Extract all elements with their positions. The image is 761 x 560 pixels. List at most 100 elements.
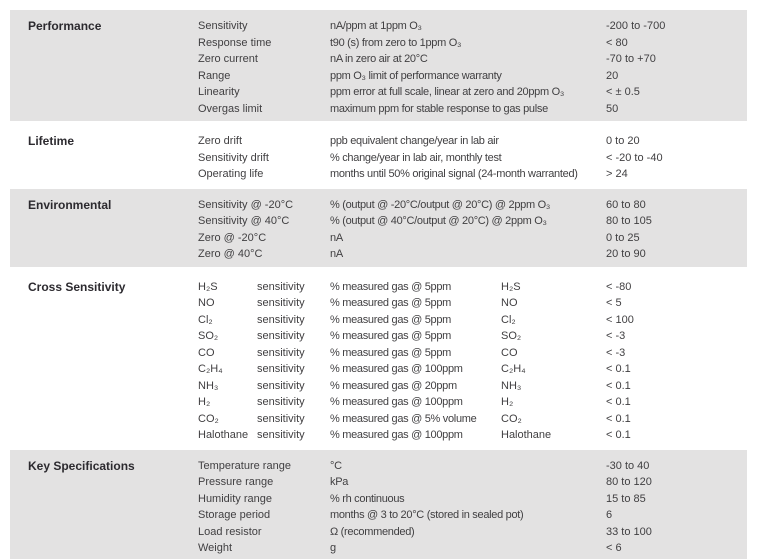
cell-description: % measured gas @ 5ppm: [330, 330, 452, 342]
table-row: Humidity range % rh continuous 15 to 85: [10, 491, 747, 508]
cell-gas-repeat: Cl₂: [501, 313, 516, 326]
cell-value: 0 to 20: [606, 135, 640, 147]
cell-gas-repeat: NH₃: [501, 379, 522, 392]
cell-value: < -80: [606, 280, 632, 293]
cell-description: nA: [330, 248, 343, 260]
table-row: Weight g < 6: [10, 540, 747, 557]
cell-value: 20 to 90: [606, 248, 646, 260]
cell-gas: H₂S: [198, 280, 218, 293]
cell-sensitivity-label: sensitivity: [257, 280, 305, 293]
section-key-specifications: Key Specifications Temperature range °C …: [10, 449, 747, 559]
cell-description: % (output @ 40°C/output @ 20°C) @ 2ppm O…: [330, 215, 547, 227]
cell-description: % measured gas @ 5ppm: [330, 313, 452, 326]
cell-description: % change/year in lab air, monthly test: [330, 151, 502, 164]
table-row: Sensitivity nA/ppm at 1ppm O₃ -200 to -7…: [10, 18, 747, 35]
cell-value: 15 to 85: [606, 492, 646, 505]
cell-description: % measured gas @ 100ppm: [330, 396, 463, 408]
cell-description: % measured gas @ 100ppm: [330, 363, 463, 375]
cell-parameter: Storage period: [198, 509, 271, 521]
table-row: H₂ sensitivity % measured gas @ 100ppm H…: [10, 394, 747, 411]
cell-sensitivity-label: sensitivity: [257, 330, 305, 342]
cell-value: 6: [606, 509, 613, 521]
cell-description: kPa: [330, 476, 349, 488]
cell-description: % measured gas @ 5ppm: [330, 346, 452, 359]
cell-gas-repeat: NO: [501, 297, 518, 309]
cell-value: < -3: [606, 330, 626, 342]
cell-description: % measured gas @ 100ppm: [330, 429, 463, 441]
cell-parameter: Sensitivity @ 40°C: [198, 215, 290, 227]
cell-gas: SO₂: [198, 330, 219, 342]
cell-value: 0 to 25: [606, 231, 640, 244]
cell-parameter: Zero @ 40°C: [198, 248, 263, 260]
cell-parameter: Humidity range: [198, 492, 272, 505]
cell-parameter: Load resistor: [198, 525, 262, 538]
cell-sensitivity-label: sensitivity: [257, 313, 305, 326]
cell-sensitivity-label: sensitivity: [257, 379, 305, 392]
cell-gas-repeat: H₂: [501, 396, 514, 408]
cell-value: -200 to -700: [606, 20, 666, 32]
table-row: Sensitivity drift % change/year in lab a…: [10, 150, 747, 167]
cell-parameter: Response time: [198, 36, 272, 49]
cell-description: nA in zero air at 20°C: [330, 53, 428, 65]
table-row: Overgas limit maximum ppm for stable res…: [10, 101, 747, 118]
section-title-cross-sensitivity: Cross Sensitivity: [28, 279, 126, 294]
cell-parameter: Sensitivity: [198, 20, 248, 32]
table-row: Pressure range kPa 80 to 120: [10, 474, 747, 491]
cell-description: g: [330, 542, 336, 554]
cell-gas: H₂: [198, 396, 211, 408]
cell-value: -30 to 40: [606, 459, 650, 472]
section-lifetime: Lifetime Zero drift ppb equivalent chang…: [10, 121, 747, 189]
cell-description: % measured gas @ 5% volume: [330, 412, 477, 425]
table-row: Zero drift ppb equivalent change/year in…: [10, 133, 747, 150]
cell-sensitivity-label: sensitivity: [257, 396, 305, 408]
table-row: Response time t90 (s) from zero to 1ppm …: [10, 35, 747, 52]
cell-gas-repeat: SO₂: [501, 330, 522, 342]
cell-value: 80 to 105: [606, 215, 652, 227]
table-row: SO₂ sensitivity % measured gas @ 5ppm SO…: [10, 328, 747, 345]
table-row: NO sensitivity % measured gas @ 5ppm NO …: [10, 295, 747, 312]
cell-value: 60 to 80: [606, 198, 646, 211]
cell-value: 20: [606, 69, 619, 82]
cell-gas: Halothane: [198, 429, 249, 441]
cell-description: ppm error at full scale, linear at zero …: [330, 86, 565, 98]
table-row: Cl₂ sensitivity % measured gas @ 5ppm Cl…: [10, 312, 747, 329]
cell-parameter: Range: [198, 69, 231, 82]
section-title-performance: Performance: [28, 19, 102, 33]
cell-description: nA/ppm at 1ppm O₃: [330, 20, 422, 32]
section-title-environmental: Environmental: [28, 197, 112, 212]
table-row: Sensitivity @ -20°C % (output @ -20°C/ou…: [10, 197, 747, 214]
cell-parameter: Zero @ -20°C: [198, 231, 267, 244]
cell-sensitivity-label: sensitivity: [257, 363, 305, 375]
cell-gas: CO: [198, 346, 215, 359]
table-row: H₂S sensitivity % measured gas @ 5ppm H₂…: [10, 279, 747, 296]
table-row: Load resistor Ω (recommended) 33 to 100: [10, 524, 747, 541]
cell-gas: C₂H₄: [198, 363, 223, 375]
cell-gas: NO: [198, 297, 215, 309]
cell-value: 33 to 100: [606, 525, 652, 538]
table-row: CO sensitivity % measured gas @ 5ppm CO …: [10, 345, 747, 362]
cell-value: > 24: [606, 168, 628, 180]
cell-description: % rh continuous: [330, 492, 405, 505]
table-row: C₂H₄ sensitivity % measured gas @ 100ppm…: [10, 361, 747, 378]
cell-description: maximum ppm for stable response to gas p…: [330, 102, 548, 115]
cell-gas-repeat: H₂S: [501, 280, 521, 293]
cell-value: < 6: [606, 542, 622, 554]
cell-value: < 80: [606, 36, 628, 49]
cell-sensitivity-label: sensitivity: [257, 412, 305, 425]
section-environmental: Environmental Sensitivity @ -20°C % (out…: [10, 188, 747, 267]
table-row: Halothane sensitivity % measured gas @ 1…: [10, 427, 747, 444]
cell-description: nA: [330, 231, 343, 244]
section-performance: Performance Sensitivity nA/ppm at 1ppm O…: [10, 10, 747, 121]
cell-value: < 0.1: [606, 379, 631, 392]
cell-value: < 0.1: [606, 396, 631, 408]
cell-description: months @ 3 to 20°C (stored in sealed pot…: [330, 509, 524, 521]
cell-description: ppb equivalent change/year in lab air: [330, 135, 499, 147]
cell-description: % (output @ -20°C/output @ 20°C) @ 2ppm …: [330, 198, 551, 211]
cell-gas-repeat: CO₂: [501, 412, 522, 425]
cell-value: < 100: [606, 313, 634, 326]
cell-value: < 0.1: [606, 429, 631, 441]
section-title-lifetime: Lifetime: [28, 134, 75, 148]
cell-parameter: Zero current: [198, 53, 258, 65]
table-row: Linearity ppm error at full scale, linea…: [10, 84, 747, 101]
